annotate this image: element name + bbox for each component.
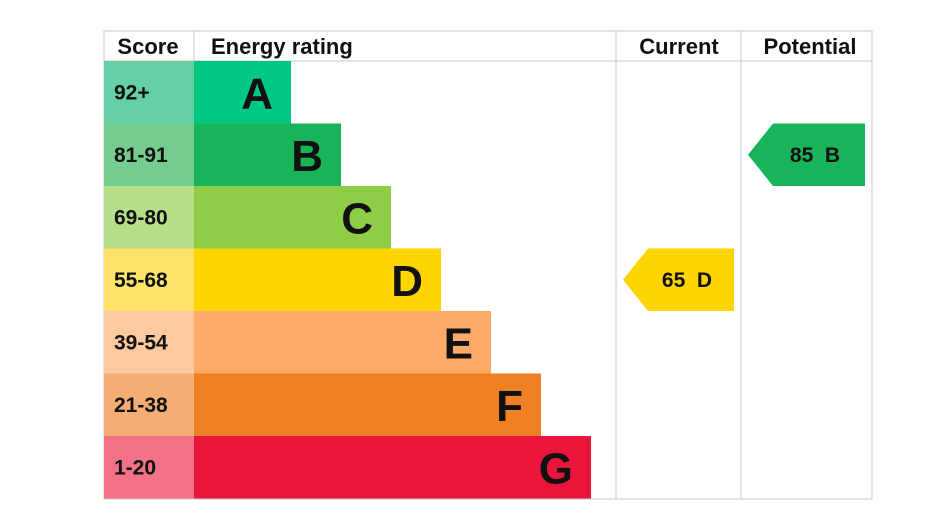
band-letter-f: F: [496, 382, 523, 431]
score-range-b: 81-91: [114, 144, 168, 167]
band-f: 21-38 F: [104, 373, 541, 436]
rating-arrows: 65 D 85 B: [623, 123, 865, 311]
score-range-e: 39-54: [114, 331, 168, 354]
potential-rating-arrow-shape: [748, 123, 865, 186]
score-cell-f: [104, 373, 194, 436]
score-cell-e: [104, 311, 194, 374]
band-letter-b: B: [291, 132, 323, 181]
potential-rating-arrow: 85 B: [748, 123, 865, 186]
band-b: 81-91 B: [104, 123, 341, 186]
rating-bar-d: [194, 248, 441, 311]
header-energy-rating: Energy rating: [211, 34, 353, 59]
score-range-a: 92+: [114, 81, 150, 104]
score-range-d: 55-68: [114, 269, 168, 292]
rating-bar-a: [194, 61, 291, 124]
score-range-f: 21-38: [114, 394, 168, 417]
score-cell-c: [104, 186, 194, 249]
rating-bar-g: [194, 436, 591, 499]
score-range-g: 1-20: [114, 456, 156, 479]
rating-bar-c: [194, 186, 391, 249]
band-letter-g: G: [539, 444, 573, 493]
potential-rating-arrow-label: 85 B: [790, 144, 840, 167]
band-c: 69-80 C: [104, 186, 391, 249]
score-cell-d: [104, 248, 194, 311]
score-cell-a: [104, 61, 194, 124]
header-row: Score Energy rating Current Potential: [117, 34, 856, 59]
band-a: 92+ A: [104, 61, 291, 124]
band-e: 39-54 E: [104, 311, 491, 374]
band-letter-e: E: [444, 319, 473, 368]
header-current: Current: [639, 34, 719, 59]
score-cell-b: [104, 123, 194, 186]
rating-bar-b: [194, 123, 341, 186]
score-cell-g: [104, 436, 194, 499]
band-letter-c: C: [341, 194, 373, 243]
current-rating-arrow-shape: [623, 248, 734, 311]
current-rating-arrow-label: 65 D: [662, 269, 712, 292]
header-score: Score: [117, 34, 178, 59]
rating-bar-f: [194, 373, 541, 436]
current-rating-arrow: 65 D: [623, 248, 734, 311]
band-letter-d: D: [391, 257, 423, 306]
band-letter-a: A: [241, 69, 273, 118]
rating-bands: 92+ A 81-91 B 69-80 C 55-68 D 39-54 E 21-38 F 1-20 G: [104, 61, 591, 499]
band-g: 1-20 G: [104, 436, 591, 499]
header-potential: Potential: [764, 34, 857, 59]
score-range-c: 69-80: [114, 206, 168, 229]
rating-bar-e: [194, 311, 491, 374]
band-d: 55-68 D: [104, 248, 441, 311]
